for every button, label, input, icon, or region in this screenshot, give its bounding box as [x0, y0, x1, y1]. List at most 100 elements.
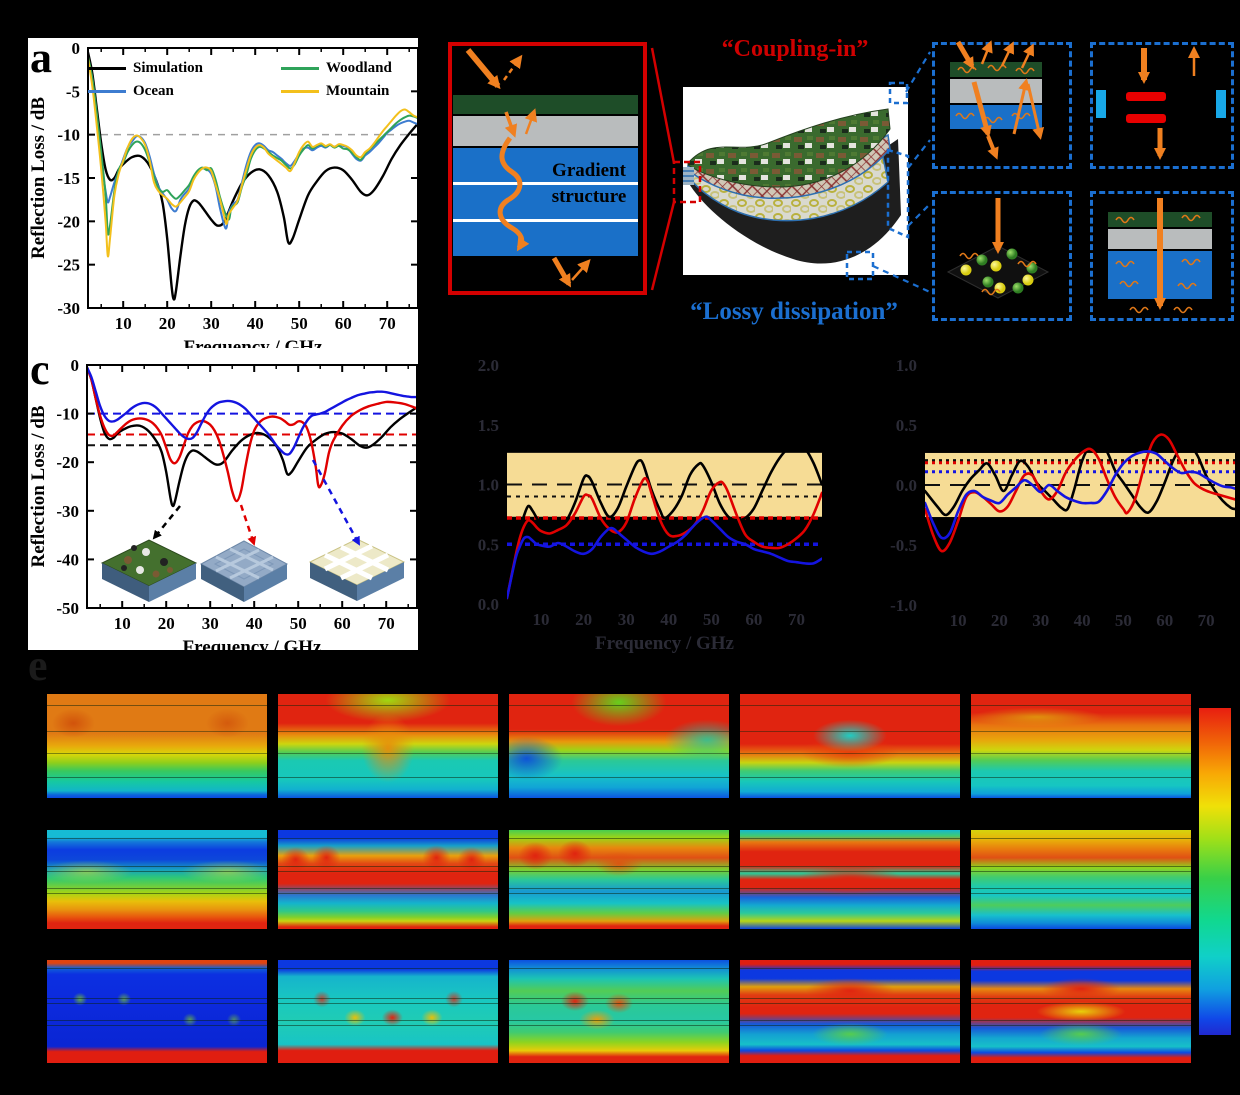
svg-text:-10: -10 [56, 405, 79, 424]
svg-text:60: 60 [334, 614, 351, 633]
field-map-r2c2 [278, 830, 498, 929]
bare-array-tile-inset [308, 538, 406, 601]
connector-line-2 [907, 139, 931, 169]
field-map-r1c5 [971, 694, 1191, 798]
svg-text:1.0: 1.0 [896, 356, 917, 375]
legend-item-ocean: Ocean [88, 83, 174, 100]
incident-wave-arrow [465, 48, 501, 90]
field-map-r2c3 [509, 830, 729, 929]
panel-label-e: e [28, 641, 48, 690]
field-map-r2c1 [47, 830, 267, 929]
legend-label: Simulation [133, 60, 204, 76]
svg-text:Frequency / GHz: Frequency / GHz [184, 337, 324, 348]
ocean-line-swatch [88, 90, 126, 93]
magnetic-particle-loss-box [932, 191, 1072, 321]
svg-text:60: 60 [335, 314, 352, 333]
blue-pointer-arrow [311, 459, 361, 546]
svg-text:0.0: 0.0 [478, 595, 499, 614]
capacitor-plate-top [1126, 92, 1166, 101]
svg-text:60: 60 [1156, 611, 1173, 630]
svg-text:50: 50 [703, 610, 720, 629]
svg-text:50: 50 [290, 614, 307, 633]
svg-text:70: 70 [788, 610, 805, 629]
svg-text:-40: -40 [56, 550, 79, 569]
chart-c-annotations [100, 459, 406, 602]
svg-text:0.0: 0.0 [896, 476, 917, 495]
svg-text:70: 70 [379, 314, 396, 333]
legend-label: Ocean [133, 83, 174, 99]
connector-line-3 [907, 203, 931, 227]
svg-text:30: 30 [1032, 611, 1049, 630]
dielectric-bar-left [1096, 90, 1106, 118]
svg-text:40: 40 [1074, 611, 1091, 630]
magnetic-particles-art [946, 198, 1050, 299]
separator [453, 219, 638, 222]
svg-text:70: 70 [1198, 611, 1215, 630]
svg-text:60: 60 [745, 610, 762, 629]
coupling-in-title: “Coupling-in” [721, 36, 869, 62]
field-map-r3c4 [740, 960, 960, 1063]
bounce-arrow [524, 108, 538, 135]
svg-text:Frequency / GHz: Frequency / GHz [595, 633, 735, 654]
svg-text:40: 40 [660, 610, 677, 629]
transmission-absorption-art [1108, 198, 1212, 314]
mountain-line-swatch [281, 90, 319, 93]
field-map-r1c4 [740, 694, 960, 798]
svg-text:Reflection Loss / dB: Reflection Loss / dB [28, 97, 49, 259]
svg-text:-20: -20 [56, 453, 79, 472]
legend-item-mountain: Mountain [281, 83, 389, 100]
magnifier-line-bottom [650, 201, 676, 291]
patch-array-tile-inset [199, 541, 289, 602]
svg-text:70: 70 [378, 614, 395, 633]
svg-text:-20: -20 [57, 212, 80, 231]
svg-text:-50: -50 [56, 599, 79, 618]
woodland-line-swatch [281, 67, 319, 70]
svg-text:-25: -25 [57, 256, 80, 275]
svg-text:Reflection Loss / dB: Reflection Loss / dB [28, 405, 49, 567]
red-pointer-arrow [239, 504, 257, 546]
gradient-box-arrows [465, 48, 591, 288]
colorbar [1199, 708, 1231, 1035]
svg-text:0: 0 [72, 39, 81, 58]
svg-text:30: 30 [618, 610, 635, 629]
legend-item-simulation: Simulation [88, 60, 203, 77]
camouflage-top-sheet [687, 108, 891, 188]
absorber-layer-1 [453, 148, 638, 182]
svg-text:10: 10 [115, 314, 132, 333]
absorber-layer-2 [453, 185, 638, 219]
legend-item-woodland: Woodland [281, 60, 392, 77]
legend-label: Mountain [326, 83, 390, 99]
svg-text:0.5: 0.5 [478, 535, 499, 554]
svg-text:20: 20 [159, 314, 176, 333]
dielectric-bar-right [1216, 90, 1226, 118]
svg-text:-1.0: -1.0 [890, 596, 917, 615]
svg-text:10: 10 [950, 611, 967, 630]
camouflage-metastructure-3d-image [683, 87, 908, 275]
separator [453, 182, 638, 185]
exit-arrow [551, 256, 572, 288]
svg-text:20: 20 [158, 614, 175, 633]
field-map-r3c5 [971, 960, 1191, 1063]
svg-text:10: 10 [114, 614, 131, 633]
svg-text:-0.5: -0.5 [890, 536, 917, 555]
legend-label: Woodland [326, 60, 392, 76]
capacitor-plate-bottom [1126, 114, 1166, 123]
simulation-line-swatch [88, 67, 126, 70]
reflection-loss-chart-a: Simulation Ocean Woodland Mountain 10 20 3… [28, 38, 419, 358]
svg-text:50: 50 [291, 314, 308, 333]
field-map-r2c4 [740, 830, 960, 929]
svg-text:1.0: 1.0 [478, 476, 499, 495]
polarization-loss-box [1090, 42, 1234, 169]
mechanism-box-art [946, 40, 1226, 314]
camouflage-tile-inset [100, 539, 198, 602]
panel-label-c: c [30, 345, 50, 394]
svg-text:-10: -10 [57, 126, 80, 145]
permittivity-chart-d: 10 20 30 40 50 60 70 0.0 0.5 1.0 1.5 2.0 Frequency /… [460, 355, 840, 655]
svg-text:-5: -5 [66, 82, 80, 101]
svg-text:50: 50 [1115, 611, 1132, 630]
svg-text:20: 20 [991, 611, 1008, 630]
svg-text:30: 30 [203, 314, 220, 333]
wave-zigzag-path [497, 136, 530, 252]
svg-text:30: 30 [202, 614, 219, 633]
